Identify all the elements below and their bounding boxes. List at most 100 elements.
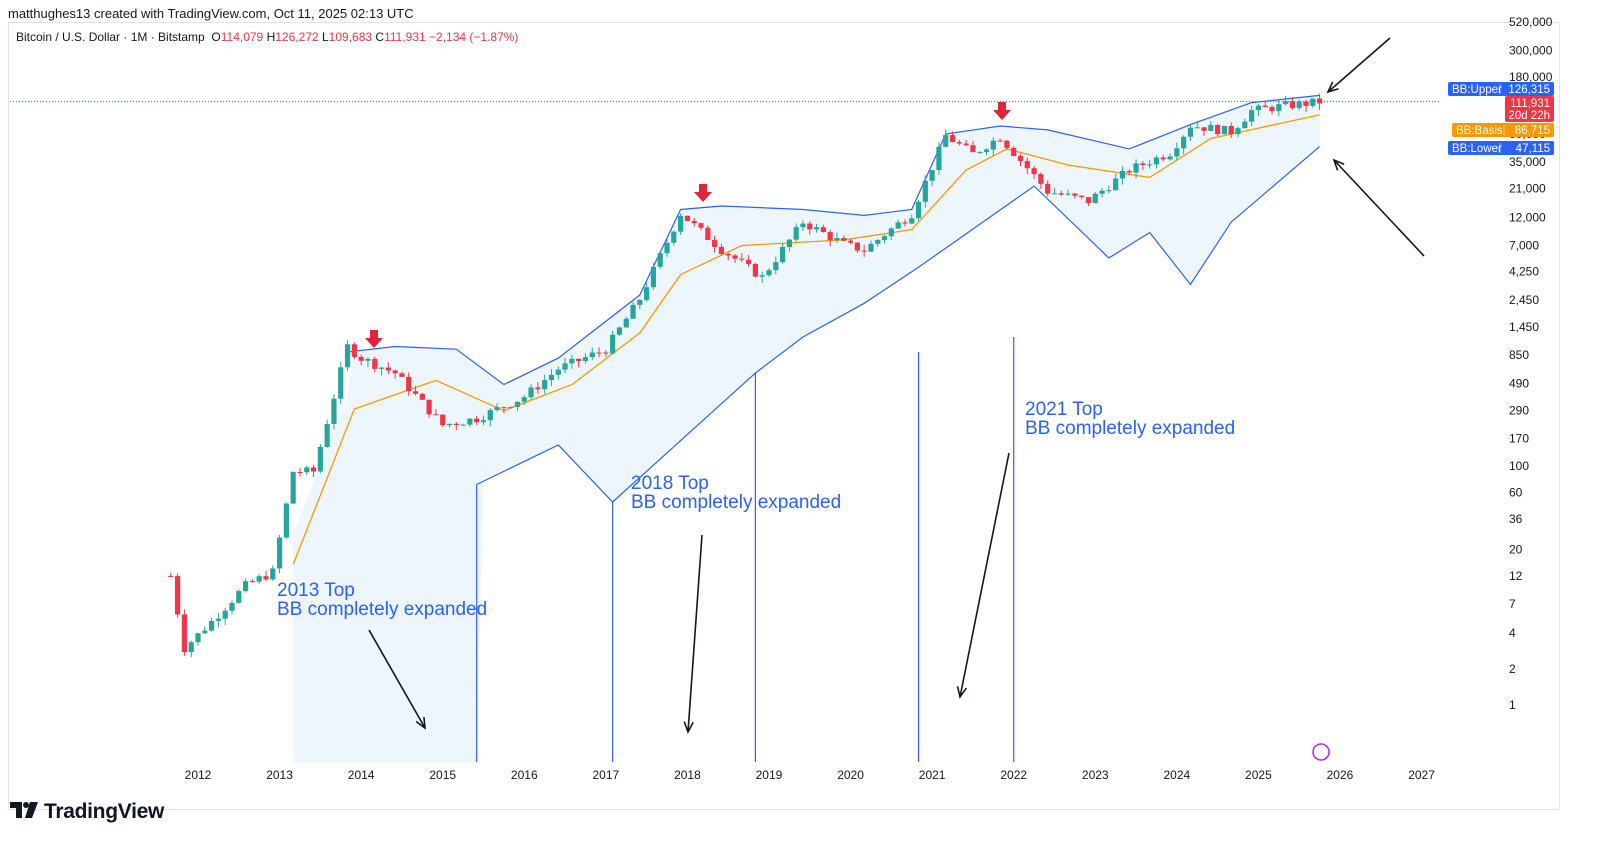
candle-up[interactable]	[881, 234, 888, 244]
candle-down[interactable]	[1011, 145, 1017, 157]
candle-up[interactable]	[222, 608, 228, 625]
candle-up[interactable]	[1242, 118, 1248, 129]
candle-down[interactable]	[963, 139, 969, 147]
candle-up[interactable]	[378, 367, 385, 376]
candle-up[interactable]	[1065, 189, 1071, 196]
candle-down[interactable]	[861, 244, 867, 257]
symbol-name[interactable]: Bitcoin / U.S. Dollar · 1M · Bitstamp	[16, 30, 205, 44]
candle-up[interactable]	[895, 219, 901, 230]
candle-up[interactable]	[1174, 142, 1180, 161]
candle-up[interactable]	[270, 565, 276, 581]
candle-up[interactable]	[542, 374, 548, 394]
candle-down[interactable]	[263, 570, 269, 581]
candle-up[interactable]	[1187, 123, 1194, 141]
candle-down[interactable]	[949, 131, 956, 143]
candle-down[interactable]	[705, 225, 711, 241]
candle-up[interactable]	[256, 574, 262, 584]
candle-up[interactable]	[1051, 188, 1058, 195]
symbol-legend[interactable]: Bitcoin / U.S. Dollar · 1M · Bitstamp O1…	[16, 30, 518, 44]
candle-up[interactable]	[344, 340, 351, 371]
candle-up[interactable]	[242, 578, 249, 593]
candle-up[interactable]	[936, 141, 942, 175]
candle-down[interactable]	[249, 579, 255, 583]
candle-up[interactable]	[813, 223, 820, 233]
candle-up[interactable]	[208, 617, 215, 632]
candle-up[interactable]	[1167, 153, 1173, 161]
candle-down[interactable]	[745, 255, 752, 267]
candle-up[interactable]	[304, 465, 310, 476]
candle-up[interactable]	[324, 419, 330, 448]
candle-up[interactable]	[1221, 125, 1228, 135]
candle-down[interactable]	[1072, 192, 1078, 199]
candle-down[interactable]	[698, 222, 704, 231]
candle-up[interactable]	[657, 252, 663, 269]
candle-down[interactable]	[576, 358, 582, 368]
candle-down[interactable]	[1316, 93, 1323, 110]
candle-up[interactable]	[888, 227, 894, 241]
candle-up[interactable]	[977, 151, 983, 155]
candle-down[interactable]	[351, 342, 357, 360]
candle-down[interactable]	[997, 138, 1003, 142]
candle-down[interactable]	[1303, 99, 1309, 112]
candle-up[interactable]	[922, 175, 928, 208]
candle-up[interactable]	[338, 361, 344, 405]
candle-up[interactable]	[610, 330, 616, 355]
candle-up[interactable]	[562, 358, 568, 374]
candle-up[interactable]	[283, 502, 289, 539]
candle-down[interactable]	[1085, 197, 1092, 206]
candle-up[interactable]	[793, 223, 799, 242]
candle-up[interactable]	[1181, 135, 1187, 155]
candle-up[interactable]	[1310, 98, 1316, 108]
candle-down[interactable]	[1058, 190, 1064, 196]
candle-down[interactable]	[181, 609, 188, 656]
candle-up[interactable]	[800, 220, 806, 231]
candle-up[interactable]	[779, 242, 786, 264]
candle-up[interactable]	[202, 626, 208, 635]
candle-up[interactable]	[487, 407, 493, 427]
candle-up[interactable]	[1147, 159, 1153, 169]
candle-down[interactable]	[1079, 195, 1085, 200]
candle-up[interactable]	[480, 415, 487, 426]
candle-down[interactable]	[596, 347, 602, 358]
candle-up[interactable]	[915, 199, 922, 222]
candle-down[interactable]	[739, 253, 745, 263]
candle-down[interactable]	[1126, 169, 1132, 176]
candle-down[interactable]	[297, 467, 303, 477]
candle-down[interactable]	[168, 572, 174, 578]
candle-down[interactable]	[1262, 101, 1268, 108]
candle-down[interactable]	[725, 252, 731, 261]
bb-basis-line[interactable]	[292, 114, 1320, 565]
candle-up[interactable]	[1208, 121, 1214, 131]
candle-down[interactable]	[1215, 123, 1221, 136]
candle-up[interactable]	[365, 357, 371, 368]
candle-up[interactable]	[1276, 100, 1282, 117]
candle-up[interactable]	[983, 147, 990, 156]
candle-down[interactable]	[1228, 122, 1234, 139]
candle-up[interactable]	[508, 406, 514, 409]
price-badge[interactable]: BB:Upper 126,315	[1448, 82, 1554, 96]
candle-up[interactable]	[521, 394, 527, 406]
candle-up[interactable]	[671, 230, 677, 246]
candle-up[interactable]	[630, 301, 636, 319]
candle-up[interactable]	[943, 129, 949, 147]
candle-down[interactable]	[807, 221, 813, 235]
candle-up[interactable]	[446, 423, 453, 428]
candle-down[interactable]	[426, 399, 432, 418]
candle-up[interactable]	[229, 600, 235, 615]
candle-down[interactable]	[1201, 127, 1207, 136]
candle-down[interactable]	[684, 215, 691, 222]
candle-down[interactable]	[535, 382, 541, 394]
candle-up[interactable]	[875, 239, 881, 247]
candle-down[interactable]	[827, 229, 833, 247]
candle-up[interactable]	[1113, 173, 1119, 191]
candle-down[interactable]	[501, 406, 507, 414]
candle-up[interactable]	[514, 401, 521, 411]
candle-down[interactable]	[399, 371, 405, 378]
candle-down[interactable]	[718, 243, 725, 256]
candle-up[interactable]	[759, 271, 765, 283]
candle-up[interactable]	[317, 444, 323, 474]
candle-down[interactable]	[1289, 97, 1295, 110]
candle-up[interactable]	[868, 240, 874, 252]
candle-down[interactable]	[1038, 172, 1044, 189]
candle-down[interactable]	[433, 409, 439, 416]
